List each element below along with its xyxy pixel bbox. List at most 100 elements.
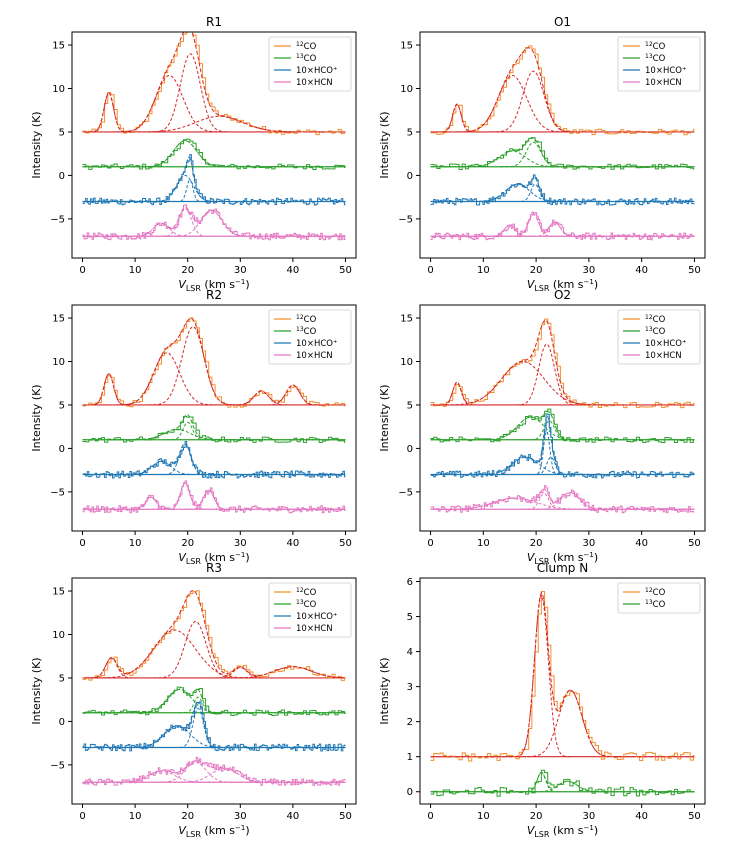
spectrum-13co	[430, 137, 695, 170]
spectrum-12co	[82, 590, 346, 681]
spectrum-10xhcn	[82, 204, 346, 241]
y-tick-label: 10	[400, 357, 413, 368]
x-axis-label: VLSR (km s−1)	[527, 278, 598, 293]
spectrum-10xhcn	[82, 756, 346, 786]
gaussian-component	[165, 767, 284, 783]
y-tick-label: 0	[407, 171, 413, 182]
total-fit	[82, 701, 346, 748]
total-fit	[82, 318, 346, 406]
gaussian-component	[127, 496, 175, 510]
plot-area	[82, 317, 346, 514]
legend-box	[617, 582, 701, 614]
panel-title: O1	[554, 15, 571, 29]
total-fit	[430, 410, 695, 441]
x-axis-label: VLSR (km s−1)	[178, 551, 249, 566]
y-tick-label: 10	[400, 84, 413, 95]
x-tick-label: 30	[583, 538, 596, 549]
total-fit	[82, 156, 346, 202]
gaussian-component	[179, 696, 218, 714]
x-tick-label: 30	[234, 811, 247, 822]
gaussian-component	[511, 343, 582, 406]
total-fit	[430, 415, 695, 475]
gaussian-component	[531, 456, 570, 475]
total-fit	[82, 140, 346, 168]
y-axis-label: Intensity (K)	[30, 111, 43, 178]
spectrum-13co	[82, 686, 346, 716]
x-tick-label: 30	[234, 538, 247, 549]
gaussian-component	[112, 115, 326, 133]
gaussian-component	[527, 492, 614, 510]
x-axis-label: VLSR (km s−1)	[527, 824, 598, 839]
total-fit	[430, 47, 695, 133]
panel-title: R2	[206, 288, 222, 302]
y-tick-label: 3	[407, 682, 413, 693]
y-axis-label: Intensity (K)	[30, 657, 43, 724]
spectrum-12co	[82, 317, 346, 408]
y-tick-label: 15	[52, 587, 65, 598]
spectrum-10xhco	[82, 441, 346, 479]
legend-entry: 13CO	[645, 326, 666, 337]
legend-entry: 13CO	[645, 599, 666, 610]
y-tick-label: 15	[400, 314, 413, 325]
y-tick-label: 15	[52, 314, 65, 325]
x-tick-label: 10	[129, 811, 142, 822]
spectrum-10xhco	[82, 154, 346, 206]
panel-title: O2	[554, 288, 571, 302]
gaussian-component	[437, 381, 475, 406]
x-tick-label: 40	[287, 538, 300, 549]
total-fit	[82, 688, 346, 714]
gaussian-component	[463, 183, 572, 202]
panel-r3: 0 10 20 30 40 50 −5 0 5 10 15 R3 Intensity (K) VLSR (…	[30, 561, 357, 839]
x-tick-label: 0	[427, 538, 433, 549]
x-tick-label: 40	[287, 265, 300, 276]
y-tick-label: 15	[52, 41, 65, 52]
spectrum-10xhco	[82, 701, 346, 752]
x-tick-label: 20	[530, 265, 543, 276]
y-axis-label: Intensity (K)	[378, 111, 391, 178]
legend-entry: 10×HCN	[645, 78, 682, 88]
x-tick-label: 20	[181, 265, 194, 276]
legend-box	[268, 309, 352, 365]
legend-box	[617, 309, 701, 365]
x-tick-label: 40	[287, 811, 300, 822]
y-tick-label: 10	[52, 84, 65, 95]
gaussian-component	[143, 326, 243, 406]
panel-clump-n: 0 10 20 30 40 50 0 1 2 3 4 5 6 Clump N Intensity (K) VL…	[378, 561, 706, 839]
legend-entry: 13CO	[296, 599, 317, 610]
axes-frame	[71, 577, 357, 805]
x-tick-label: 10	[477, 538, 490, 549]
x-tick-label: 50	[688, 811, 701, 822]
spectrum-13co	[82, 138, 346, 170]
x-tick-label: 40	[635, 811, 648, 822]
legend-entry: 12CO	[296, 314, 317, 325]
panel-o2: 0 10 20 30 40 50 −5 0 5 10 15 O2 Intensity (K) VLSR (…	[378, 288, 706, 566]
gaussian-component	[228, 390, 294, 406]
gaussian-component	[148, 620, 243, 679]
y-tick-label: 0	[59, 171, 65, 182]
plot-area	[430, 45, 695, 241]
y-tick-label: 5	[407, 612, 413, 623]
total-fit	[430, 488, 695, 510]
axes-frame	[419, 304, 706, 532]
gaussian-component	[147, 174, 223, 202]
legend-box	[268, 582, 352, 638]
y-tick-label: 0	[59, 717, 65, 728]
x-tick-label: 50	[339, 538, 352, 549]
gaussian-component	[87, 92, 130, 133]
y-tick-label: 0	[407, 444, 413, 455]
gaussian-component	[82, 629, 269, 679]
legend-entry: 12CO	[645, 314, 666, 325]
y-tick-label: 0	[407, 787, 413, 798]
panel-o1: 0 10 20 30 40 50 −5 0 5 10 15 O1 Intensity (K) VLSR (…	[378, 15, 706, 293]
legend-entry: 10×HCO⁺	[645, 339, 686, 349]
total-fit	[430, 319, 695, 406]
total-fit	[82, 32, 346, 133]
x-tick-label: 10	[477, 265, 490, 276]
x-tick-label: 30	[583, 811, 596, 822]
